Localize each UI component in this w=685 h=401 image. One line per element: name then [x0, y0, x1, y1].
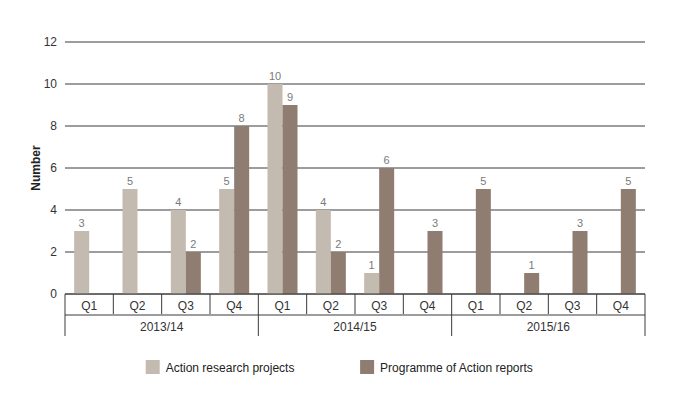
group-label: 2013/14 — [140, 320, 184, 334]
group-axis-line — [65, 315, 645, 316]
category-separator — [355, 294, 356, 314]
data-label: 1 — [369, 259, 375, 271]
x-tick-label: Q1 — [468, 299, 484, 313]
x-tick-label: Q1 — [81, 299, 97, 313]
legend-label: Programme of Action reports — [380, 361, 533, 375]
category-separator — [596, 294, 597, 314]
bar — [268, 84, 283, 294]
bar — [476, 189, 491, 294]
data-label: 9 — [287, 91, 293, 103]
legend-swatch — [146, 360, 160, 374]
x-tick-label: Q4 — [226, 299, 242, 313]
category-separator — [113, 294, 114, 314]
x-tick-label: Q2 — [516, 299, 532, 313]
legend: Action research projects Programme of Act… — [146, 360, 533, 375]
y-axis-label: Number — [29, 145, 43, 191]
x-tick-label: Q1 — [274, 299, 290, 313]
bar — [186, 252, 201, 294]
grid-line — [65, 168, 645, 169]
bar — [219, 189, 234, 294]
bar — [283, 105, 298, 294]
bars — [74, 84, 636, 294]
bar — [364, 273, 379, 294]
grid-line — [65, 252, 645, 253]
data-label: 4 — [320, 196, 326, 208]
bar — [428, 231, 443, 294]
bar — [74, 231, 89, 294]
category-separator — [210, 294, 211, 314]
y-tick-label: 8 — [50, 119, 57, 133]
legend-swatch — [360, 360, 374, 374]
bar — [123, 189, 138, 294]
category-separator — [161, 294, 162, 314]
x-tick-label: Q3 — [178, 299, 194, 313]
x-tick-label: Q2 — [323, 299, 339, 313]
bar — [621, 189, 636, 294]
data-label: 3 — [432, 217, 438, 229]
data-label: 3 — [577, 217, 583, 229]
category-separator — [500, 294, 501, 314]
y-tick-label: 6 — [50, 161, 57, 175]
grid-line — [65, 42, 645, 43]
x-tick-label: Q3 — [371, 299, 387, 313]
group-label: 2014/15 — [333, 320, 377, 334]
group-label: 2015/16 — [527, 320, 571, 334]
data-label: 10 — [269, 70, 281, 82]
legend-label: Action research projects — [166, 361, 295, 375]
data-label: 2 — [335, 238, 341, 250]
y-tick-label: 0 — [50, 287, 57, 301]
x-tick-label: Q2 — [129, 299, 145, 313]
y-tick-label: 12 — [44, 35, 58, 49]
category-separator — [548, 294, 549, 314]
data-labels: 3 5 4 5 10 4 1 2 8 9 2 6 3 5 1 3 5 — [79, 70, 632, 271]
y-tick-label: 2 — [50, 245, 57, 259]
category-separator — [306, 294, 307, 314]
bar — [331, 252, 346, 294]
x-tick-label: Q3 — [564, 299, 580, 313]
chart: 024681012Number354510412892635135Q1Q2Q3Q… — [0, 0, 685, 401]
bar — [573, 231, 588, 294]
y-tick-label: 4 — [50, 203, 57, 217]
data-label: 6 — [384, 154, 390, 166]
grid-line — [65, 210, 645, 211]
bar — [524, 273, 539, 294]
grid-line — [65, 84, 645, 85]
grid — [65, 42, 645, 294]
data-label: 2 — [190, 238, 196, 250]
data-label: 5 — [625, 175, 631, 187]
y-tick-label: 10 — [44, 77, 58, 91]
category-separator — [403, 294, 404, 314]
chart-container: 024681012Number354510412892635135Q1Q2Q3Q… — [0, 0, 685, 401]
grid-line — [65, 126, 645, 127]
data-label: 5 — [480, 175, 486, 187]
data-label: 4 — [175, 196, 181, 208]
data-label: 5 — [127, 175, 133, 187]
bar — [171, 210, 186, 294]
data-label: 8 — [239, 112, 245, 124]
x-tick-label: Q4 — [419, 299, 435, 313]
bar — [316, 210, 331, 294]
data-label: 1 — [529, 259, 535, 271]
x-tick-label: Q4 — [613, 299, 629, 313]
bar — [379, 168, 394, 294]
bar — [234, 126, 249, 294]
data-label: 3 — [79, 217, 85, 229]
data-label: 5 — [224, 175, 230, 187]
